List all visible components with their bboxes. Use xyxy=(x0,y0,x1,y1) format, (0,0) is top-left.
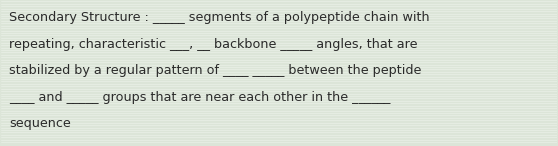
Text: sequence: sequence xyxy=(9,117,71,130)
Text: ____ and _____ groups that are near each other in the ______: ____ and _____ groups that are near each… xyxy=(9,91,391,104)
Text: stabilized by a regular pattern of ____ _____ between the peptide: stabilized by a regular pattern of ____ … xyxy=(9,64,421,77)
Text: Secondary Structure : _____ segments of a polypeptide chain with: Secondary Structure : _____ segments of … xyxy=(9,11,430,24)
Text: repeating, characteristic ___, __ backbone _____ angles, that are: repeating, characteristic ___, __ backbo… xyxy=(9,38,417,51)
